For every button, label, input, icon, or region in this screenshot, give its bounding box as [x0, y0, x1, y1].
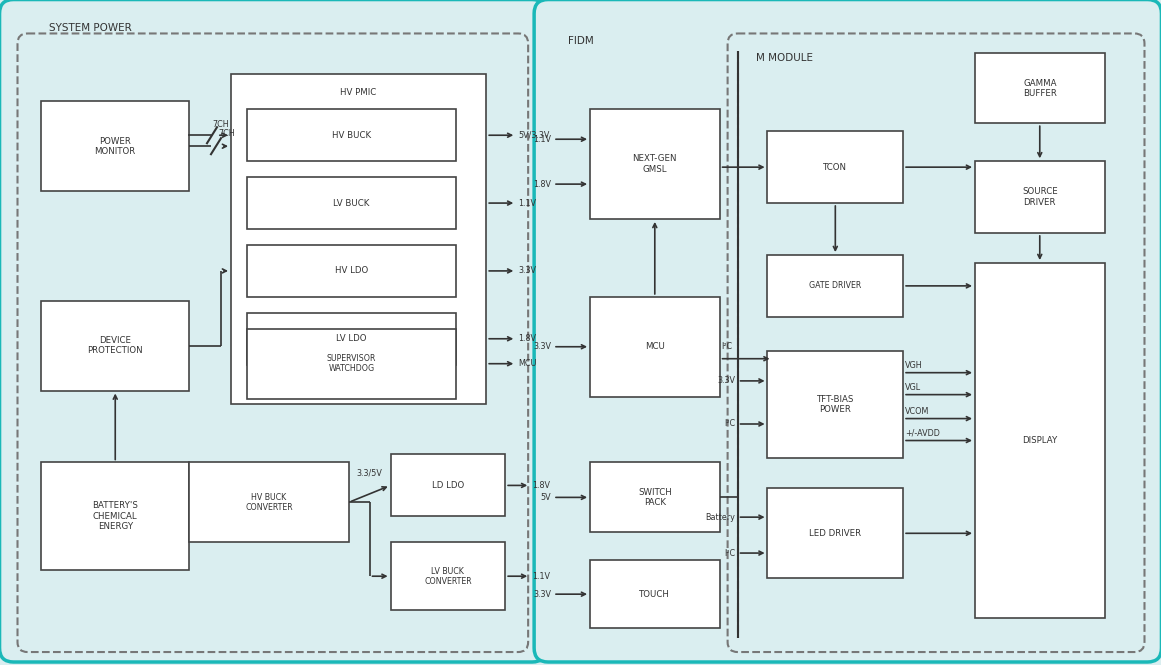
Text: SOURCE
DRIVER: SOURCE DRIVER	[1022, 188, 1058, 207]
Text: I²C: I²C	[722, 342, 733, 350]
Text: LED DRIVER: LED DRIVER	[809, 529, 861, 538]
Text: 3.3V: 3.3V	[518, 267, 536, 275]
Bar	[767, 488, 903, 578]
Text: 1.8V: 1.8V	[518, 334, 536, 343]
Bar	[767, 350, 903, 458]
Bar	[247, 313, 456, 364]
Bar	[42, 101, 189, 191]
Text: NEXT-GEN
GMSL: NEXT-GEN GMSL	[633, 154, 677, 174]
Text: VCOM: VCOM	[906, 406, 930, 416]
Text: I²C: I²C	[724, 420, 736, 428]
Bar	[247, 329, 456, 398]
Text: +/-AVDD: +/-AVDD	[906, 428, 940, 438]
Bar	[767, 255, 903, 317]
Bar	[590, 560, 720, 628]
Text: TFT-BIAS
POWER: TFT-BIAS POWER	[816, 395, 854, 414]
Text: LV LDO: LV LDO	[337, 334, 367, 343]
Text: 1.1V: 1.1V	[532, 572, 550, 581]
Text: SWITCH
PACK: SWITCH PACK	[637, 487, 672, 507]
Text: DEVICE
PROTECTION: DEVICE PROTECTION	[87, 336, 143, 355]
Bar	[247, 245, 456, 297]
Text: SUPERVISOR
WATCHDOG: SUPERVISOR WATCHDOG	[327, 354, 376, 374]
Text: LD LDO: LD LDO	[432, 481, 464, 490]
Text: 5V/3.3V: 5V/3.3V	[518, 131, 549, 140]
FancyBboxPatch shape	[728, 33, 1145, 652]
Text: TOUCH: TOUCH	[640, 590, 670, 598]
Text: 3.3/5V: 3.3/5V	[356, 468, 382, 477]
Text: HV BUCK: HV BUCK	[332, 131, 372, 140]
Text: 1.1V: 1.1V	[533, 135, 551, 144]
Bar	[590, 462, 720, 532]
Text: HV PMIC: HV PMIC	[340, 88, 376, 97]
Text: I²C: I²C	[724, 549, 736, 557]
Text: TCON: TCON	[823, 163, 848, 172]
Bar	[975, 161, 1104, 233]
Text: FIDM: FIDM	[568, 37, 593, 47]
Bar	[247, 177, 456, 229]
Text: DISPLAY: DISPLAY	[1022, 436, 1058, 445]
Bar	[390, 454, 505, 516]
Text: VGL: VGL	[906, 382, 922, 392]
FancyBboxPatch shape	[0, 0, 546, 662]
Bar	[975, 53, 1104, 123]
Text: 5V: 5V	[541, 493, 551, 502]
Text: LV BUCK: LV BUCK	[333, 199, 370, 207]
Text: GAMMA
BUFFER: GAMMA BUFFER	[1023, 78, 1057, 98]
Text: Battery: Battery	[706, 513, 736, 521]
Bar	[247, 109, 456, 161]
Text: 3.3V: 3.3V	[533, 342, 551, 351]
Text: GATE DRIVER: GATE DRIVER	[809, 281, 861, 291]
Text: 3.3V: 3.3V	[533, 590, 551, 598]
Text: SYSTEM POWER: SYSTEM POWER	[50, 23, 132, 33]
Bar	[390, 542, 505, 610]
FancyBboxPatch shape	[17, 33, 528, 652]
Text: 3.3V: 3.3V	[717, 376, 736, 386]
FancyBboxPatch shape	[534, 0, 1161, 662]
Text: VGH: VGH	[906, 360, 923, 370]
Bar	[42, 301, 189, 390]
Text: HV BUCK
CONVERTER: HV BUCK CONVERTER	[245, 493, 293, 512]
Text: MCU: MCU	[518, 359, 536, 368]
Text: POWER
MONITOR: POWER MONITOR	[94, 136, 136, 156]
Text: 7CH: 7CH	[218, 129, 235, 138]
Bar	[189, 462, 348, 542]
Bar	[590, 109, 720, 219]
Bar	[975, 263, 1104, 618]
Text: HV LDO: HV LDO	[336, 267, 368, 275]
Bar	[767, 131, 903, 203]
Text: MCU: MCU	[644, 342, 665, 351]
Text: M MODULE: M MODULE	[756, 53, 813, 63]
Bar	[231, 74, 486, 404]
Text: 7CH: 7CH	[212, 120, 229, 129]
Text: LV BUCK
CONVERTER: LV BUCK CONVERTER	[424, 567, 471, 586]
Text: 1.8V: 1.8V	[533, 180, 551, 189]
Bar	[42, 462, 189, 570]
Text: 1.8V: 1.8V	[532, 481, 550, 490]
Text: BATTERY'S
CHEMICAL
ENERGY: BATTERY'S CHEMICAL ENERGY	[93, 501, 138, 531]
Bar	[590, 297, 720, 396]
Text: 1.1V: 1.1V	[518, 199, 536, 207]
